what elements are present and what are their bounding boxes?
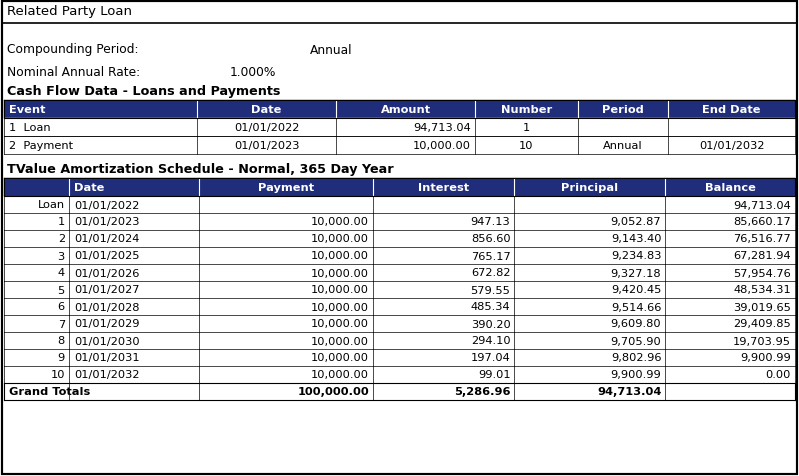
Text: 29,409.85: 29,409.85: [733, 319, 791, 329]
Text: 856.60: 856.60: [471, 234, 511, 244]
Text: 01/01/2032: 01/01/2032: [699, 141, 765, 151]
Text: 5,286.96: 5,286.96: [454, 387, 511, 397]
Text: 10,000.00: 10,000.00: [311, 319, 369, 329]
Text: 76,516.77: 76,516.77: [733, 234, 791, 244]
Text: 9: 9: [58, 353, 65, 363]
FancyBboxPatch shape: [69, 178, 198, 197]
Text: 48,534.31: 48,534.31: [733, 285, 791, 295]
Text: 85,660.17: 85,660.17: [733, 217, 791, 227]
Text: 10,000.00: 10,000.00: [311, 268, 369, 278]
Text: Nominal Annual Rate:: Nominal Annual Rate:: [7, 65, 140, 79]
FancyBboxPatch shape: [373, 178, 515, 197]
FancyBboxPatch shape: [197, 137, 336, 155]
Text: 67,281.94: 67,281.94: [733, 251, 791, 261]
Text: 94,713.04: 94,713.04: [413, 123, 471, 133]
FancyBboxPatch shape: [4, 178, 69, 197]
Text: 01/01/2025: 01/01/2025: [74, 251, 139, 261]
Text: 0.00: 0.00: [765, 370, 791, 380]
Text: 10: 10: [50, 370, 65, 380]
FancyBboxPatch shape: [336, 137, 475, 155]
Text: 10,000.00: 10,000.00: [311, 251, 369, 261]
Text: 294.10: 294.10: [471, 336, 511, 346]
FancyBboxPatch shape: [475, 119, 578, 137]
Text: Balance: Balance: [705, 183, 756, 193]
Text: 2: 2: [58, 234, 65, 244]
Text: Date: Date: [74, 183, 104, 193]
Text: TValue Amortization Schedule - Normal, 365 Day Year: TValue Amortization Schedule - Normal, 3…: [7, 162, 394, 175]
Text: Amount: Amount: [380, 105, 431, 115]
Text: 1: 1: [58, 217, 65, 227]
FancyBboxPatch shape: [197, 119, 336, 137]
Text: Payment: Payment: [258, 183, 314, 193]
FancyBboxPatch shape: [578, 101, 668, 119]
Text: 672.82: 672.82: [471, 268, 511, 278]
Text: 99.01: 99.01: [478, 370, 511, 380]
Text: 1  Loan: 1 Loan: [9, 123, 50, 133]
FancyBboxPatch shape: [4, 119, 197, 137]
Text: 10,000.00: 10,000.00: [311, 234, 369, 244]
FancyBboxPatch shape: [666, 178, 795, 197]
Text: 01/01/2022: 01/01/2022: [74, 200, 139, 210]
Text: 765.17: 765.17: [471, 251, 511, 261]
Text: 390.20: 390.20: [471, 319, 511, 329]
FancyBboxPatch shape: [4, 101, 197, 119]
Text: 197.04: 197.04: [471, 353, 511, 363]
Text: 7: 7: [58, 319, 65, 329]
FancyBboxPatch shape: [578, 119, 668, 137]
Text: 01/01/2030: 01/01/2030: [74, 336, 140, 346]
Text: Annual: Annual: [310, 43, 352, 56]
Text: 10,000.00: 10,000.00: [311, 336, 369, 346]
Text: 9,705.90: 9,705.90: [610, 336, 662, 346]
Text: 9,327.18: 9,327.18: [610, 268, 662, 278]
Text: 2  Payment: 2 Payment: [9, 141, 74, 151]
Text: Related Party Loan: Related Party Loan: [7, 6, 132, 19]
FancyBboxPatch shape: [336, 101, 475, 119]
Text: 9,143.40: 9,143.40: [610, 234, 662, 244]
Text: 19,703.95: 19,703.95: [733, 336, 791, 346]
Text: 3: 3: [58, 251, 65, 261]
Text: 10,000.00: 10,000.00: [311, 370, 369, 380]
FancyBboxPatch shape: [515, 178, 666, 197]
Text: 9,052.87: 9,052.87: [610, 217, 662, 227]
Text: 4: 4: [58, 268, 65, 278]
Text: 100,000.00: 100,000.00: [297, 387, 369, 397]
Text: 10,000.00: 10,000.00: [413, 141, 471, 151]
Text: 9,900.99: 9,900.99: [610, 370, 662, 380]
Text: 39,019.65: 39,019.65: [733, 302, 791, 312]
FancyBboxPatch shape: [668, 101, 795, 119]
Text: 01/01/2027: 01/01/2027: [74, 285, 139, 295]
Text: 8: 8: [58, 336, 65, 346]
Text: 01/01/2026: 01/01/2026: [74, 268, 139, 278]
Text: 94,713.04: 94,713.04: [597, 387, 662, 397]
FancyBboxPatch shape: [336, 119, 475, 137]
Text: 01/01/2028: 01/01/2028: [74, 302, 139, 312]
Text: 5: 5: [58, 285, 65, 295]
Text: 9,802.96: 9,802.96: [610, 353, 662, 363]
Text: 94,713.04: 94,713.04: [733, 200, 791, 210]
Text: Date: Date: [252, 105, 282, 115]
Text: 01/01/2032: 01/01/2032: [74, 370, 139, 380]
Text: 485.34: 485.34: [471, 302, 511, 312]
Text: 9,609.80: 9,609.80: [610, 319, 662, 329]
FancyBboxPatch shape: [668, 137, 795, 155]
FancyBboxPatch shape: [197, 101, 336, 119]
Text: 6: 6: [58, 302, 65, 312]
Text: 10,000.00: 10,000.00: [311, 302, 369, 312]
FancyBboxPatch shape: [668, 119, 795, 137]
Text: 57,954.76: 57,954.76: [733, 268, 791, 278]
Text: 10,000.00: 10,000.00: [311, 285, 369, 295]
FancyBboxPatch shape: [475, 101, 578, 119]
Text: 10: 10: [519, 141, 534, 151]
Text: 10,000.00: 10,000.00: [311, 217, 369, 227]
Text: 1: 1: [523, 123, 530, 133]
Text: 9,234.83: 9,234.83: [610, 251, 662, 261]
FancyBboxPatch shape: [198, 178, 373, 197]
Text: 579.55: 579.55: [471, 285, 511, 295]
Text: 9,514.66: 9,514.66: [611, 302, 662, 312]
Text: 01/01/2031: 01/01/2031: [74, 353, 140, 363]
Text: 1.000%: 1.000%: [230, 65, 276, 79]
FancyBboxPatch shape: [4, 137, 197, 155]
Text: End Date: End Date: [702, 105, 761, 115]
